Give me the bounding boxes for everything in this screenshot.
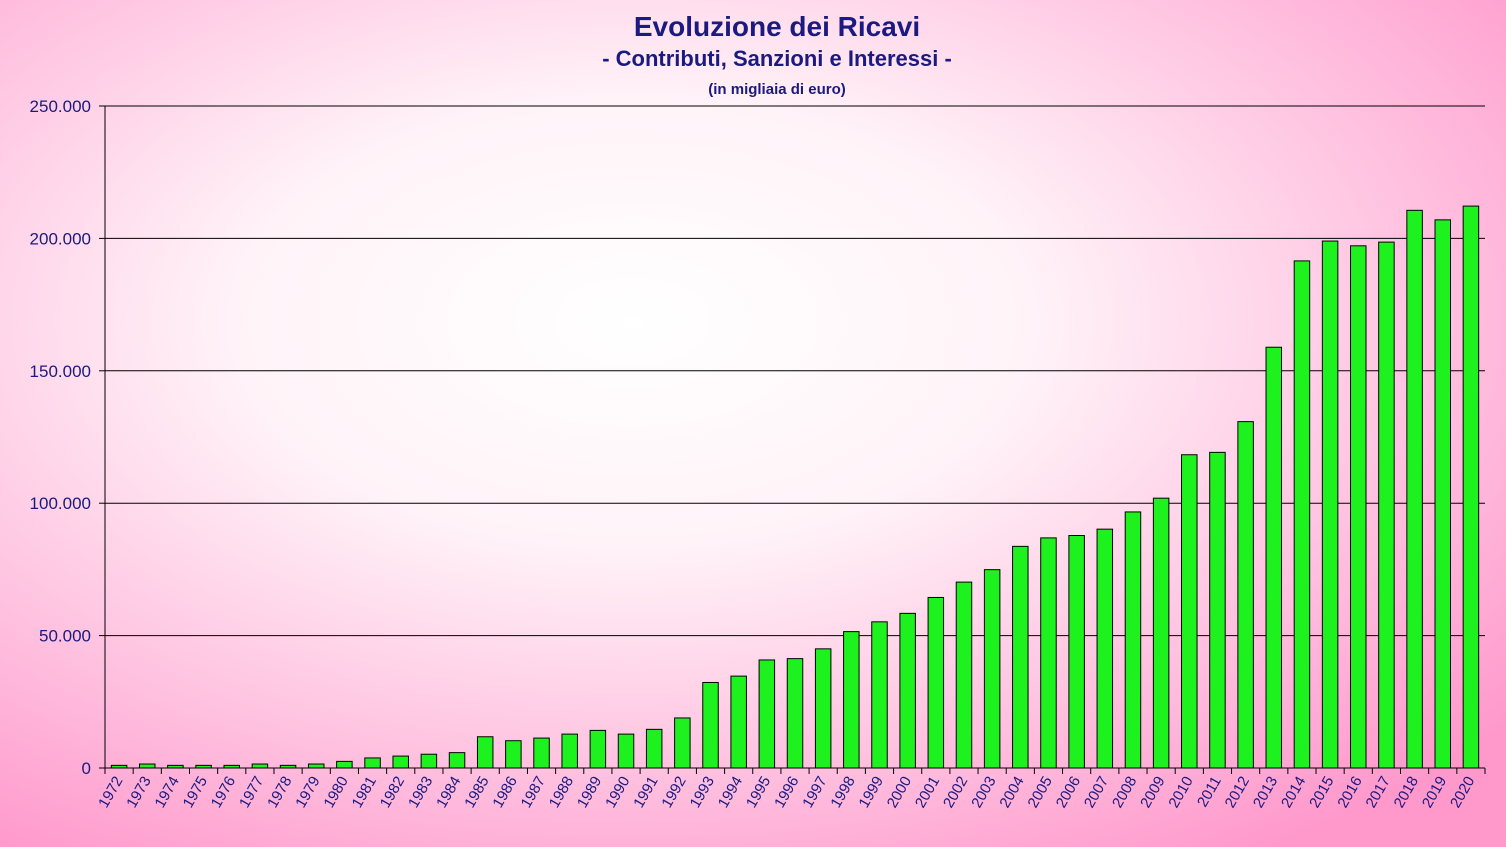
bar-2007 — [1096, 528, 1114, 769]
bar-2002 — [955, 581, 973, 769]
bar-2009 — [1152, 497, 1170, 769]
bar-1993 — [702, 681, 719, 769]
bar-1996 — [786, 658, 804, 769]
bar-2013 — [1265, 346, 1283, 769]
bar-2011 — [1209, 451, 1226, 769]
bar-2003 — [983, 569, 1001, 769]
bar-1990 — [617, 733, 635, 769]
bar-2018 — [1406, 209, 1423, 769]
bar-1982 — [392, 755, 409, 769]
bar-1998 — [843, 631, 860, 769]
y-tick-label: 0 — [82, 759, 91, 778]
y-tick-label: 250.000 — [30, 97, 91, 116]
bar-1989 — [589, 729, 607, 769]
bar-2004 — [1012, 545, 1029, 769]
bar-2019 — [1434, 219, 1452, 769]
grid-lines — [105, 105, 1485, 637]
chart-title: Evoluzione dei Ricavi — [634, 11, 920, 42]
bar-1994 — [730, 675, 747, 769]
bar-2016 — [1350, 245, 1367, 769]
bar-1988 — [561, 733, 578, 769]
bar-2014 — [1293, 260, 1311, 769]
bar-2010 — [1181, 454, 1198, 769]
bar-2001 — [927, 596, 945, 769]
chart-subtitle: - Contributi, Sanzioni e Interessi - — [602, 46, 952, 71]
bar-2000 — [899, 612, 916, 769]
y-tick-label: 100.000 — [30, 494, 91, 513]
bar-2015 — [1321, 240, 1339, 769]
bar-1977 — [251, 763, 269, 769]
y-tick-label: 50.000 — [39, 627, 91, 646]
bar-1985 — [476, 736, 494, 769]
bar-1992 — [674, 717, 691, 769]
bar-1997 — [814, 648, 832, 769]
bar-1984 — [448, 752, 466, 769]
bar-2008 — [1124, 511, 1142, 769]
bar-1991 — [645, 728, 663, 769]
y-axis-ticks: 0 50.000 100.000 150.000 200.000 250.000 — [30, 97, 105, 778]
bar-1973 — [139, 763, 156, 769]
y-tick-label: 150.000 — [30, 362, 91, 381]
bar-2017 — [1378, 241, 1395, 769]
bar-1981 — [364, 757, 381, 769]
bar-2005 — [1040, 537, 1057, 769]
bars — [110, 205, 1480, 769]
bar-1987 — [533, 737, 550, 769]
bar-1980 — [336, 760, 353, 769]
bar-1979 — [307, 763, 325, 769]
y-tick-label: 200.000 — [30, 229, 91, 248]
bar-1995 — [758, 659, 776, 769]
bar-2020 — [1462, 205, 1480, 769]
bar-1983 — [420, 753, 438, 769]
bar-2012 — [1237, 421, 1254, 769]
bar-2006 — [1068, 535, 1085, 769]
bar-1999 — [871, 621, 888, 769]
bar-1986 — [505, 740, 522, 769]
axes — [104, 106, 1485, 769]
chart-unit-note: (in migliaia di euro) — [708, 81, 846, 98]
